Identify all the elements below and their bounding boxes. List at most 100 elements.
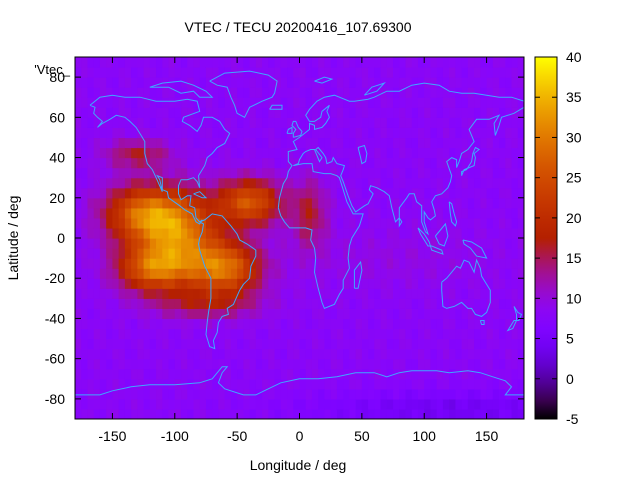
heatmap-cell <box>368 358 375 370</box>
heatmap-cell <box>486 147 494 159</box>
heatmap-cell <box>268 258 276 269</box>
heatmap-cell <box>449 147 457 159</box>
heatmap-cell <box>474 298 481 309</box>
heatmap-cell <box>474 318 481 330</box>
heatmap-cell <box>124 318 132 330</box>
heatmap-cell <box>93 308 101 320</box>
heatmap-cell <box>499 77 506 88</box>
heatmap-cell <box>218 137 226 149</box>
heatmap-cell <box>449 368 457 380</box>
heatmap-cell <box>243 338 251 350</box>
heatmap-cell <box>212 207 220 219</box>
heatmap-cell <box>205 57 213 68</box>
heatmap-cell <box>75 318 82 330</box>
heatmap-cell <box>268 227 276 239</box>
heatmap-cell <box>330 268 338 279</box>
heatmap-cell <box>187 328 195 340</box>
heatmap-cell <box>262 348 269 360</box>
heatmap-cell <box>143 348 151 360</box>
heatmap-cell <box>405 358 413 370</box>
heatmap-cell <box>118 147 126 159</box>
heatmap-cell <box>480 227 488 239</box>
heatmap-cell <box>268 157 276 169</box>
heatmap-cell <box>193 157 201 169</box>
heatmap-cell <box>268 127 276 139</box>
heatmap-cell <box>212 167 220 179</box>
heatmap-cell <box>480 177 488 189</box>
heatmap-cell <box>343 77 350 88</box>
heatmap-cell <box>118 97 126 108</box>
heatmap-cell <box>149 408 157 419</box>
heatmap-cell <box>361 177 369 189</box>
heatmap-cell <box>249 187 257 199</box>
heatmap-cell <box>343 288 350 299</box>
heatmap-cell <box>137 57 145 68</box>
heatmap-cell <box>124 308 132 320</box>
heatmap-cell <box>81 258 89 269</box>
heatmap-cell <box>424 117 432 128</box>
heatmap-cell <box>168 67 176 78</box>
heatmap-cell <box>474 157 481 169</box>
y-tick-label: -80 <box>45 391 65 407</box>
heatmap-cell <box>137 87 145 98</box>
heatmap-cell <box>131 298 138 309</box>
heatmap-cell <box>293 137 301 149</box>
heatmap-cell <box>424 157 432 169</box>
heatmap-cell <box>218 117 226 128</box>
heatmap-cell <box>75 107 82 118</box>
heatmap-cell <box>474 328 481 340</box>
heatmap-cell <box>218 348 226 360</box>
heatmap-cell <box>149 308 157 320</box>
heatmap-cell <box>361 338 369 350</box>
heatmap-cell <box>368 217 375 229</box>
heatmap-cell <box>230 167 238 179</box>
heatmap-cell <box>393 308 400 320</box>
heatmap-cell <box>349 187 357 199</box>
heatmap-cell <box>467 187 475 199</box>
heatmap-cell <box>336 408 344 419</box>
heatmap-cell <box>311 358 319 370</box>
heatmap-cell <box>162 328 170 340</box>
heatmap-cell <box>467 167 475 179</box>
heatmap-cell <box>393 197 400 209</box>
heatmap-cell <box>143 57 151 68</box>
heatmap-cell <box>393 107 400 118</box>
heatmap-cell <box>336 248 344 259</box>
heatmap-cell <box>318 127 326 139</box>
heatmap-cell <box>380 358 388 370</box>
heatmap-cell <box>399 137 407 149</box>
heatmap-cell <box>505 67 513 78</box>
heatmap-cell <box>424 107 432 118</box>
australia-coast <box>441 258 491 317</box>
heatmap-cell <box>174 308 182 320</box>
heatmap-cell <box>330 187 338 199</box>
heatmap-cell <box>393 87 400 98</box>
heatmap-cell <box>149 258 157 269</box>
heatmap-cell <box>224 97 232 108</box>
heatmap-cell <box>399 57 407 68</box>
heatmap-cell <box>81 197 89 209</box>
heatmap-cell <box>293 127 301 139</box>
heatmap-cell <box>305 97 313 108</box>
heatmap-cell <box>237 348 244 360</box>
heatmap-cell <box>237 77 244 88</box>
heatmap-cell <box>380 177 388 189</box>
caribbean-cuba-coast <box>193 191 208 199</box>
heatmap-cell <box>318 308 326 320</box>
heatmap-cell <box>380 388 388 400</box>
heatmap-cell <box>81 127 89 139</box>
heatmap-cell <box>280 147 288 159</box>
heatmap-cell <box>193 298 201 309</box>
heatmap-cell <box>75 157 82 169</box>
heatmap-cell <box>311 177 319 189</box>
heatmap-cell <box>361 137 369 149</box>
heatmap-cell <box>262 308 269 320</box>
heatmap-cell <box>492 408 500 419</box>
heatmap-cell <box>486 117 494 128</box>
heatmap-cell <box>318 197 326 209</box>
heatmap-cell <box>106 368 114 380</box>
heatmap-cell <box>131 227 138 239</box>
heatmap-cell <box>417 248 425 259</box>
heatmap-cell <box>174 87 182 98</box>
heatmap-cell <box>280 97 288 108</box>
